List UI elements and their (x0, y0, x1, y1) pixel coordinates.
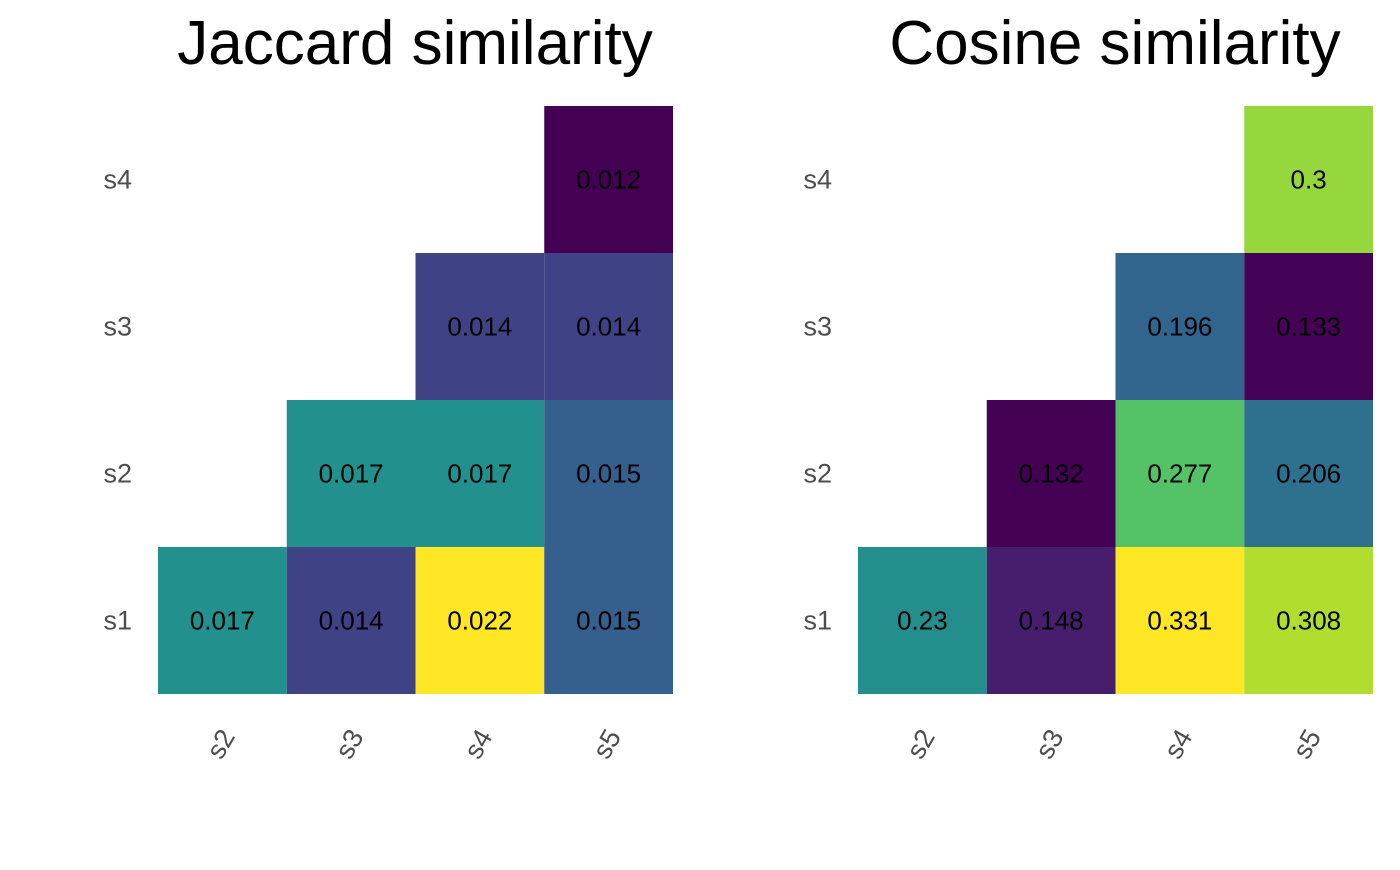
y-tick-label: s4 (803, 165, 832, 195)
cell-value-label: 0.014 (319, 606, 384, 636)
cell-value-label: 0.015 (576, 459, 641, 489)
x-tick-label: s4 (1158, 724, 1198, 764)
heatmap-panel-2: Cosine similarity 0.23 0.148 0.331 0.308 0.13… (803, 9, 1373, 764)
x-tick-label: s2 (901, 724, 941, 764)
cell-value-label: 0.277 (1147, 459, 1212, 489)
cell-value-label: 0.022 (447, 606, 512, 636)
x-tick-label: s3 (1029, 724, 1069, 764)
chart-title: Jaccard similarity (177, 9, 652, 78)
cell-value-label: 0.015 (576, 606, 641, 636)
heatmap-cell-s1-s5 (544, 547, 673, 694)
heatmap-cell-s1-s2 (158, 547, 287, 694)
heatmap-cell-s2-s3 (986, 400, 1116, 547)
y-tick-label: s1 (803, 606, 832, 636)
cell-value-label: 0.331 (1147, 606, 1212, 636)
heatmap-cell-s1-s4 (415, 547, 545, 694)
cell-value-label: 0.012 (576, 165, 641, 195)
heatmap-cell-s4-s5 (544, 106, 673, 253)
heatmap-cell-s3-s5 (544, 253, 673, 400)
heatmap-cell-s2-s5 (1244, 400, 1373, 547)
x-tick-label: s4 (458, 724, 498, 764)
heatmap-cell-s3-s4 (1115, 253, 1245, 400)
cell-value-label: 0.014 (576, 312, 641, 342)
cell-value-label: 0.206 (1276, 459, 1341, 489)
x-tick-label: s3 (329, 724, 369, 764)
heatmap-cell-s2-s5 (544, 400, 673, 547)
heatmap-cell-s1-s5 (1244, 547, 1373, 694)
cell-value-label: 0.132 (1019, 459, 1084, 489)
cell-value-label: 0.148 (1019, 606, 1084, 636)
cell-value-label: 0.017 (447, 459, 512, 489)
cell-value-label: 0.017 (190, 606, 255, 636)
heatmap-cell-s4-s5 (1244, 106, 1373, 253)
y-tick-label: s1 (103, 606, 132, 636)
cell-value-label: 0.014 (447, 312, 512, 342)
y-tick-label: s4 (103, 165, 132, 195)
cell-value-label: 0.196 (1147, 312, 1212, 342)
heatmap-cell-s1-s2 (858, 547, 987, 694)
chart-title: Cosine similarity (889, 9, 1340, 78)
y-tick-label: s3 (103, 312, 132, 342)
heatmap-cell-s1-s4 (1115, 547, 1245, 694)
cell-value-label: 0.133 (1276, 312, 1341, 342)
cell-value-label: 0.017 (319, 459, 384, 489)
heatmap-cell-s1-s3 (986, 547, 1116, 694)
heatmap-cell-s1-s3 (286, 547, 416, 694)
heatmap-panel-1: Jaccard similarity 0.017 0.014 0.022 0.015 0.… (103, 9, 673, 764)
heatmap-cell-s2-s3 (286, 400, 416, 547)
y-tick-label: s2 (803, 459, 832, 489)
cell-value-label: 0.3 (1291, 165, 1327, 195)
heatmap-cell-s2-s4 (1115, 400, 1245, 547)
x-tick-label: s2 (201, 724, 241, 764)
x-tick-label: s5 (1287, 724, 1327, 764)
y-tick-label: s3 (803, 312, 832, 342)
y-tick-label: s2 (103, 459, 132, 489)
heatmap-cell-s2-s4 (415, 400, 545, 547)
cell-value-label: 0.308 (1276, 606, 1341, 636)
cell-value-label: 0.23 (897, 606, 948, 636)
x-tick-label: s5 (587, 724, 627, 764)
heatmap-cell-s3-s5 (1244, 253, 1373, 400)
heatmap-cell-s3-s4 (415, 253, 545, 400)
